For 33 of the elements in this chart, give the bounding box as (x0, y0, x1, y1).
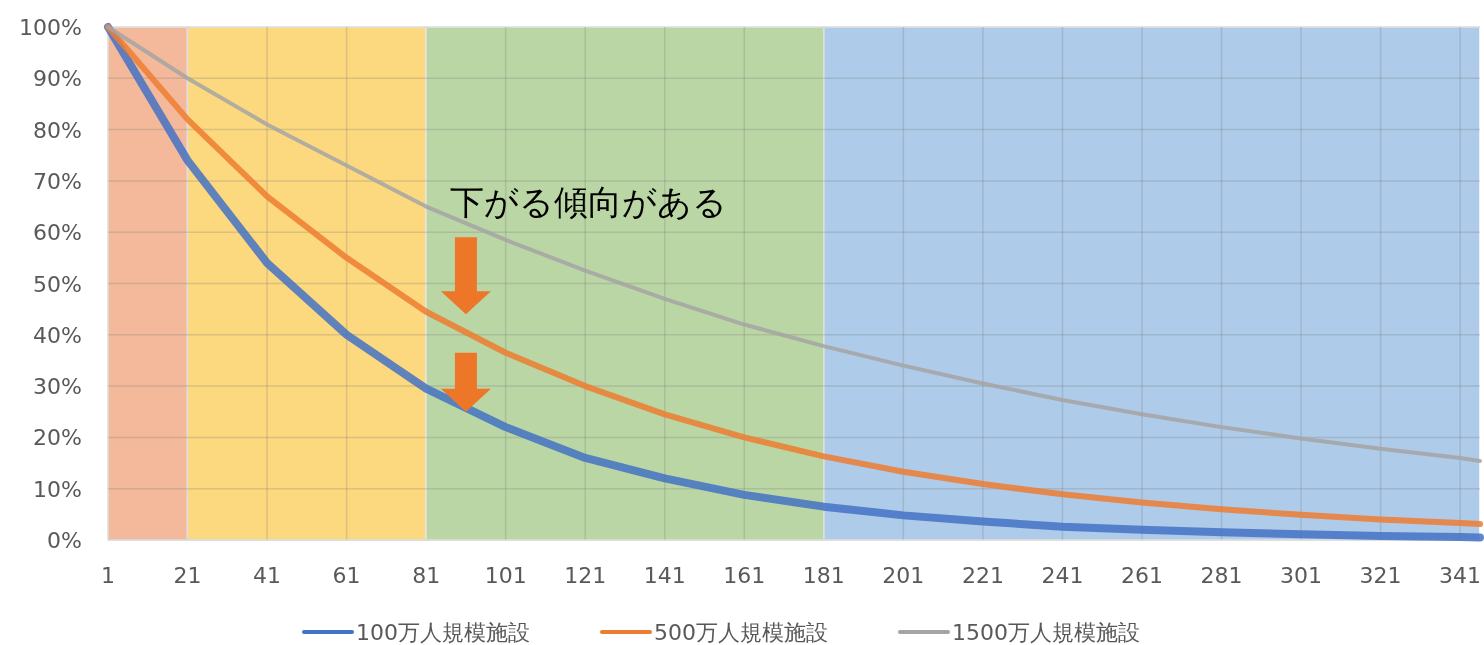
legend-label: 1500万人規模施設 (952, 620, 1140, 645)
x-tick-label: 81 (412, 563, 441, 588)
y-tick-label: 20% (33, 425, 82, 451)
x-tick-label: 201 (882, 563, 925, 588)
x-tick-label: 281 (1200, 563, 1243, 588)
x-tick-label: 121 (564, 563, 607, 588)
x-tick-label: 21 (173, 563, 202, 588)
x-tick-label: 301 (1280, 563, 1323, 588)
annotation: 下がる傾向がある (450, 182, 728, 223)
y-tick-label: 10% (33, 476, 82, 502)
y-tick-label: 0% (47, 528, 82, 553)
y-tick-label: 100% (19, 15, 82, 40)
x-tick-label: 341 (1439, 563, 1482, 588)
y-tick-label: 60% (33, 220, 82, 246)
x-tick-label: 161 (723, 563, 766, 588)
legend-label: 500万人規模施設 (654, 620, 828, 645)
x-tick-label: 61 (332, 563, 361, 588)
y-tick-label: 40% (33, 322, 82, 348)
y-tick-label: 80% (33, 117, 82, 143)
y-tick-label: 70% (33, 168, 82, 194)
y-tick-label: 90% (33, 66, 82, 92)
x-tick-label: 241 (1041, 563, 1084, 588)
x-tick-label: 41 (253, 563, 282, 588)
x-tick-label: 1 (101, 563, 115, 588)
legend-label: 100万人規模施設 (356, 620, 530, 645)
x-tick-label: 101 (484, 563, 527, 588)
x-tick-label: 181 (802, 563, 845, 588)
x-tick-label: 321 (1359, 563, 1402, 588)
x-tick-label: 221 (961, 563, 1004, 588)
y-tick-label: 30% (33, 374, 82, 400)
y-tick-label: 50% (33, 271, 82, 297)
x-tick-label: 141 (643, 563, 686, 588)
x-tick-label: 261 (1120, 563, 1163, 588)
